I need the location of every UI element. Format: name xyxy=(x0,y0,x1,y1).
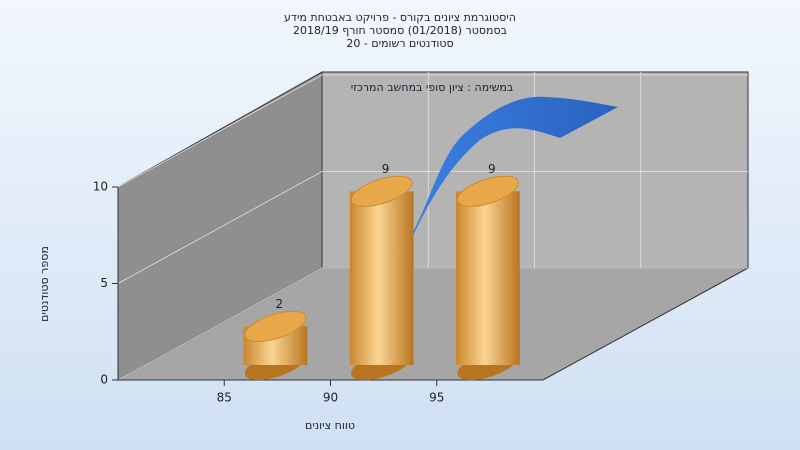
y-axis-label: מספר סטודנטים xyxy=(38,246,51,322)
y-tick-label: 5 xyxy=(100,276,108,290)
title-line: היסטוגרמת ציונים בקורס - פרויקט באבטחת מ… xyxy=(284,11,516,24)
data-label: 2 xyxy=(276,297,284,311)
y-tick-label: 0 xyxy=(100,373,108,387)
x-axis-label: טווח ציונים xyxy=(305,419,355,432)
grid-line xyxy=(117,267,748,381)
x-tick-label: 90 xyxy=(323,391,338,405)
distribution-ribbon xyxy=(413,96,618,236)
title-line: בסמסטר (01/2018) סמסטר חורף 2018/19 xyxy=(293,24,507,37)
bar xyxy=(349,191,414,365)
y-tick-label: 10 xyxy=(93,180,108,194)
bar-top xyxy=(456,175,519,207)
title-line: סטודנטים רשומים - 20 xyxy=(346,37,453,50)
plot: 0 5 10 85 90 95 2 9 9 xyxy=(93,162,543,405)
legend-text: במשימה : ציון סופי במחשב המרכזי xyxy=(351,81,514,94)
x-tick-label: 95 xyxy=(429,391,444,405)
bar-top xyxy=(244,310,307,342)
grid xyxy=(117,72,748,381)
x-tick-label: 85 xyxy=(217,391,232,405)
bar-top xyxy=(350,175,413,207)
grid-line xyxy=(117,171,748,284)
data-label: 9 xyxy=(488,162,496,176)
bar xyxy=(456,191,520,365)
grid-line xyxy=(117,74,748,188)
data-label: 9 xyxy=(382,162,390,176)
